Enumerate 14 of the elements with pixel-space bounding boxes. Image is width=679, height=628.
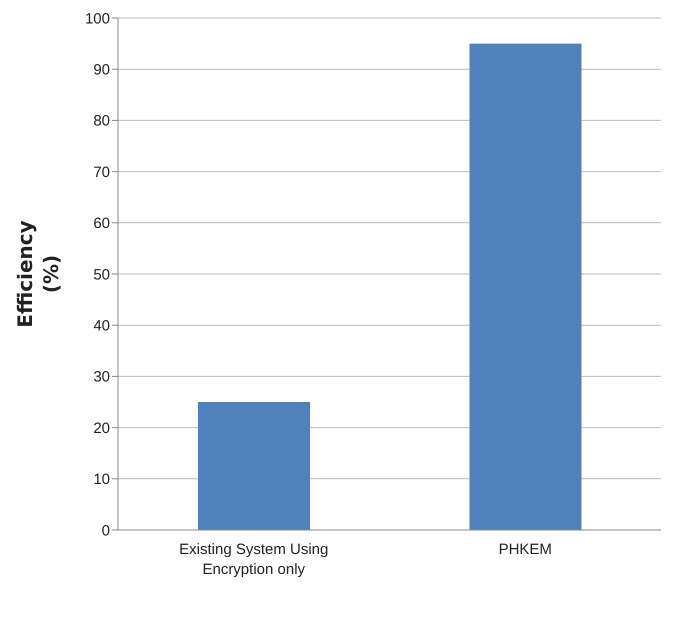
- y-tick-label: 60: [93, 215, 110, 232]
- y-tick-label: 10: [93, 471, 110, 488]
- y-tick-label: 70: [93, 164, 110, 181]
- y-tick-label: 40: [93, 318, 110, 335]
- y-tick-label: 0: [102, 522, 110, 540]
- x-tick-label: PHKEM: [498, 541, 552, 558]
- y-tick-label: 20: [93, 420, 110, 437]
- y-tick-label: 30: [93, 368, 110, 386]
- y-axis-title: Efficiency (%): [13, 220, 63, 328]
- y-tick-label: 90: [93, 62, 110, 79]
- x-tick-label: Existing System Using Encryption only: [179, 541, 328, 578]
- y-tick-label: 100: [84, 10, 110, 28]
- y-tick-label: 50: [93, 266, 110, 284]
- y-tick-label: 80: [93, 112, 110, 130]
